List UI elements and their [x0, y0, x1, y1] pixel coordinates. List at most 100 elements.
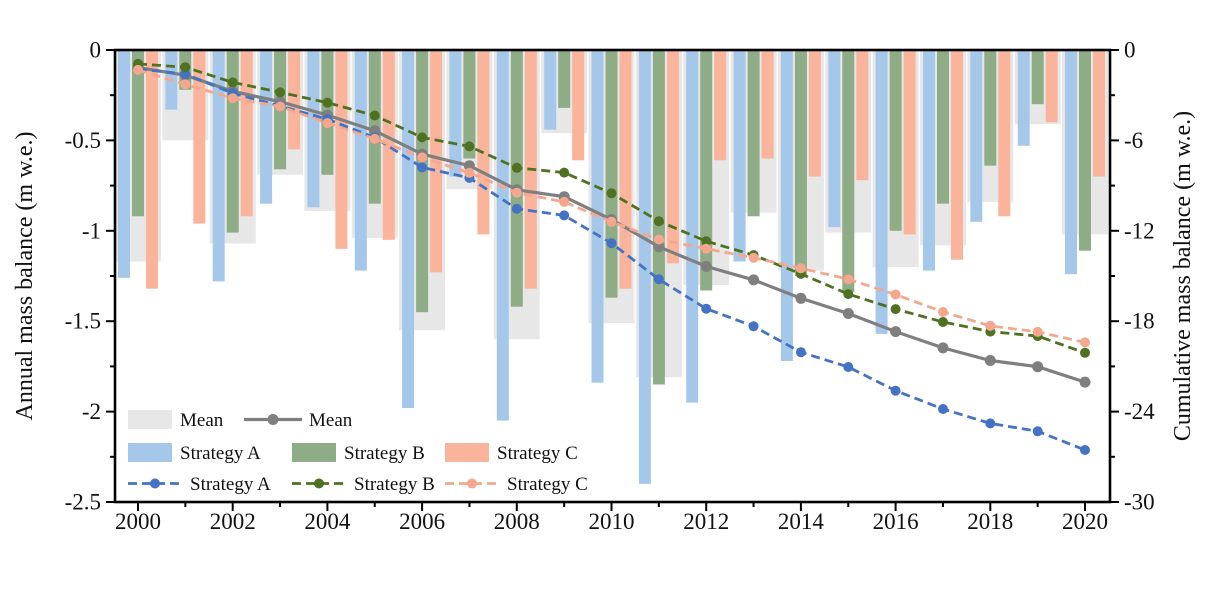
data-point — [890, 326, 902, 338]
data-point — [1032, 361, 1044, 373]
bar — [226, 50, 239, 233]
right-tick-label: 0 — [1124, 38, 1136, 63]
x-tick-label: 2012 — [683, 509, 729, 534]
left-tick-label: 0 — [90, 38, 102, 63]
data-point — [417, 162, 428, 173]
legend-dot-strategy-c — [467, 478, 477, 489]
x-tick-label: 2016 — [873, 509, 919, 534]
bar — [1079, 50, 1091, 251]
legend-label: Strategy C — [497, 443, 578, 464]
data-point — [843, 289, 854, 300]
bar — [828, 50, 841, 228]
bar — [193, 50, 206, 224]
data-point — [464, 167, 475, 178]
data-point — [133, 64, 143, 75]
data-point — [275, 101, 286, 112]
data-point — [843, 362, 854, 372]
legend-swatch-strategy-a — [128, 443, 172, 462]
data-point — [701, 243, 712, 254]
bar — [335, 50, 348, 249]
data-point — [417, 152, 428, 163]
x-tick-label: 2004 — [304, 509, 351, 534]
data-point — [938, 404, 948, 414]
bar — [970, 50, 983, 222]
legend-label: Strategy B — [344, 443, 425, 464]
data-point — [984, 355, 996, 366]
data-point — [795, 292, 807, 304]
right-tick-label: -24 — [1124, 399, 1155, 424]
legend-dot-mean — [267, 414, 279, 425]
data-point — [369, 110, 380, 121]
data-point — [701, 236, 712, 247]
x-tick-label: 2006 — [399, 509, 445, 534]
data-point — [322, 118, 333, 129]
bar — [463, 50, 476, 159]
bar — [903, 50, 916, 235]
x-tick-label: 2000 — [115, 509, 161, 534]
legend-label: Strategy C — [507, 474, 588, 495]
bar — [666, 50, 679, 264]
bar — [132, 50, 144, 217]
bar — [937, 50, 949, 204]
bar — [733, 50, 746, 262]
bar — [700, 50, 713, 291]
bar — [146, 50, 158, 289]
bar — [808, 50, 821, 177]
x-tick-label: 2008 — [494, 509, 540, 534]
data-point — [938, 317, 948, 327]
bars-strategy-c — [146, 50, 1105, 289]
left-tick-label: -0.5 — [65, 128, 101, 153]
data-point — [653, 234, 664, 245]
bar — [382, 50, 395, 240]
data-point — [748, 252, 759, 263]
data-point — [843, 274, 854, 285]
bar — [998, 50, 1011, 217]
legend-label: Strategy A — [190, 474, 271, 495]
data-point — [1080, 445, 1090, 455]
x-tick-label: 2020 — [1062, 509, 1108, 534]
legend-label: Mean — [309, 410, 353, 431]
legend-swatch-strategy-b — [292, 443, 336, 462]
bar — [477, 50, 490, 235]
data-point — [511, 203, 522, 214]
bar — [714, 50, 727, 161]
data-point — [606, 216, 617, 227]
legend-dot-strategy-a — [150, 478, 160, 489]
bar — [761, 50, 774, 159]
data-point — [369, 133, 380, 144]
data-point — [180, 79, 191, 90]
bar — [449, 50, 462, 177]
bar — [1017, 50, 1030, 146]
data-point — [985, 320, 996, 331]
data-point — [653, 274, 664, 285]
left-axis-title: Annual mass balance (m w.e.) — [12, 131, 38, 420]
bar — [923, 50, 935, 271]
legend-label: Strategy B — [354, 474, 435, 495]
bar — [1045, 50, 1058, 123]
data-point — [606, 238, 617, 249]
legend-swatch-mean-bar — [128, 410, 172, 429]
data-point — [890, 289, 901, 300]
bar — [402, 50, 415, 408]
bar — [780, 50, 793, 361]
data-point — [937, 342, 949, 354]
data-point — [511, 187, 522, 198]
bar — [240, 50, 253, 217]
data-point — [559, 167, 570, 178]
lines-layer — [132, 58, 1091, 455]
x-tick-label: 2018 — [967, 509, 1013, 534]
data-point — [180, 62, 191, 73]
data-point — [511, 162, 522, 173]
bar — [260, 50, 273, 204]
x-tick-label: 2002 — [210, 509, 256, 534]
data-point — [606, 188, 617, 199]
bar — [794, 50, 807, 276]
data-point — [985, 418, 996, 429]
bar — [354, 50, 367, 271]
data-point — [1080, 347, 1090, 358]
line-strategy-c — [133, 64, 1090, 348]
right-tick-label: -30 — [1124, 490, 1155, 515]
data-point — [417, 132, 428, 143]
